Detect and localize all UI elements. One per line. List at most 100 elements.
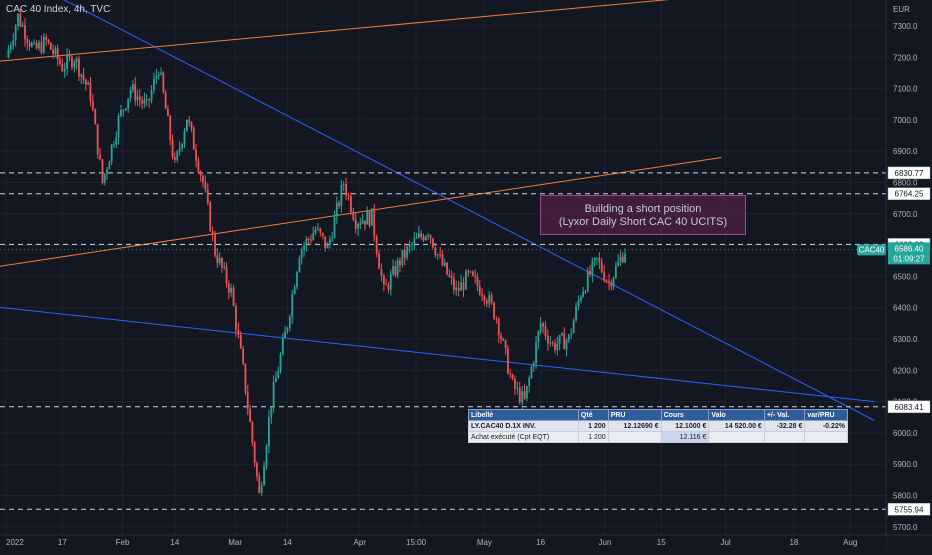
candle-body <box>38 42 40 49</box>
candle-body <box>605 280 608 282</box>
candle-body <box>307 239 310 241</box>
candle-body <box>106 169 108 174</box>
candle-body <box>319 228 322 234</box>
price-tick-label: 5900.0 <box>893 460 918 469</box>
candle-body <box>176 151 179 160</box>
candle-body <box>84 79 87 85</box>
candle-body <box>485 300 488 304</box>
candle-body <box>359 223 362 225</box>
time-tick-label: 2022 <box>6 538 24 547</box>
candle-body <box>394 266 397 276</box>
candle-body <box>537 331 540 343</box>
time-tick-label: 14 <box>283 538 292 547</box>
candle-body <box>277 371 280 379</box>
candle-body <box>47 39 50 43</box>
candle-body <box>227 283 230 293</box>
candle-body <box>584 291 587 293</box>
candle-body <box>251 421 254 443</box>
candle-body <box>17 13 19 27</box>
candle-body <box>624 253 626 263</box>
candle-body <box>471 271 474 276</box>
candle-body <box>443 262 446 266</box>
candle-body <box>296 271 298 288</box>
candle-body <box>523 391 526 399</box>
candle-body <box>321 233 324 237</box>
candle-body <box>101 159 104 183</box>
candle-body <box>82 74 85 80</box>
candle-body <box>415 237 418 239</box>
candle-body <box>490 295 493 303</box>
candle-body <box>45 36 48 40</box>
candle-body <box>190 122 193 129</box>
price-tick-label: 7100.0 <box>893 85 918 94</box>
time-tick-label: 18 <box>789 538 798 547</box>
candle-body <box>530 366 533 378</box>
candle-body <box>469 271 472 273</box>
candle-body <box>450 276 453 279</box>
candle-body <box>249 408 251 422</box>
candle-body <box>56 48 59 60</box>
price-tick-label: 6300.0 <box>893 335 918 344</box>
cell: 14 520.00 € <box>708 420 765 432</box>
candle-body <box>300 249 303 259</box>
candle-body <box>439 254 442 256</box>
candle-body <box>617 261 620 266</box>
level-tag-label: 6083.41 <box>895 403 924 412</box>
time-tick-label: Mar <box>228 538 242 547</box>
candle-body <box>380 269 383 276</box>
candle-body <box>150 90 153 101</box>
table-row: LY.CAC40 D.1X INV. 1 200 12.12690 € 12.1… <box>468 420 848 432</box>
cell: 12.116 € <box>660 431 710 443</box>
candle-body <box>94 109 97 125</box>
candle-body <box>164 92 167 110</box>
candle-body <box>551 342 554 344</box>
candle-body <box>68 54 71 57</box>
candle-body <box>586 270 589 292</box>
candle-body <box>546 335 549 344</box>
candle-body <box>99 154 101 160</box>
candle-body <box>589 270 591 275</box>
candle-body <box>12 40 15 46</box>
candle-body <box>253 442 256 464</box>
candle-body <box>561 333 563 336</box>
candle-body <box>502 339 505 341</box>
candle-body <box>511 374 514 379</box>
price-tick-label: 6200.0 <box>893 366 918 375</box>
candle-body <box>138 96 141 101</box>
candle-body <box>87 82 90 85</box>
cell: 12.1000 € <box>660 420 710 432</box>
candle-body <box>242 348 245 364</box>
candle-body <box>157 74 160 76</box>
candle-body <box>460 282 462 291</box>
candle-body <box>26 39 29 43</box>
candle-body <box>218 257 221 264</box>
candle-body <box>80 74 83 77</box>
cell <box>804 431 848 443</box>
candle-body <box>429 235 432 239</box>
candle-body <box>401 249 404 266</box>
candle-body <box>230 287 233 293</box>
level-tag <box>887 400 931 414</box>
trend-line-upper <box>63 0 875 421</box>
cell: Achat exécuté (Cpt EQT) <box>468 431 579 443</box>
time-tick-label: Aug <box>843 538 857 547</box>
candle-body <box>21 25 24 27</box>
trend-line-lower <box>0 306 875 403</box>
candle-body <box>314 229 317 234</box>
candle-body <box>28 42 31 47</box>
candle-body <box>518 387 521 403</box>
candle-body <box>192 128 195 150</box>
candle-body <box>464 271 467 290</box>
time-axis-bg <box>0 535 886 550</box>
price-tick-label: 5800.0 <box>893 492 918 501</box>
candle-body <box>178 148 181 152</box>
candle-body <box>136 96 139 101</box>
annotation-box[interactable]: Building a short position (Lyxor Daily S… <box>540 195 746 235</box>
level-tag-label: 6764.25 <box>895 190 924 199</box>
candle-body <box>310 239 312 241</box>
candle-body <box>563 333 566 350</box>
candle-body <box>396 260 399 276</box>
candle-body <box>75 58 78 63</box>
